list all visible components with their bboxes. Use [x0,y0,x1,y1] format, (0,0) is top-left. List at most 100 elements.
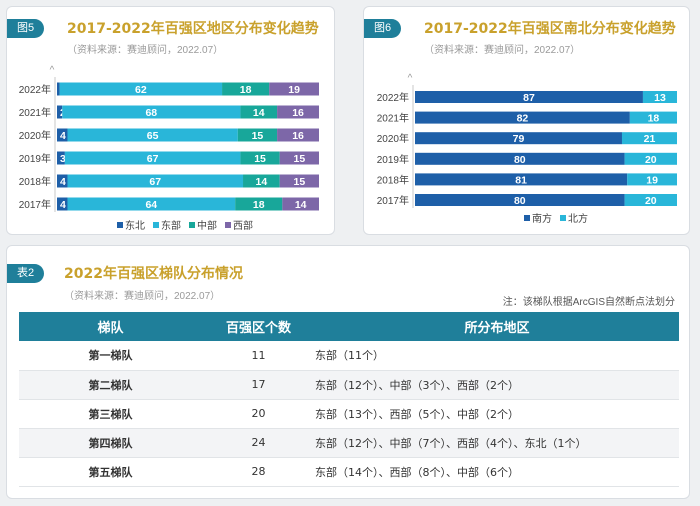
y-tick-label: 2022年 [19,83,51,96]
table2-source: （资料来源：赛迪顾问，2022.07） [64,291,221,302]
bar-segment [277,128,319,142]
figure5-chart: ^2022年16218192021年26814162020年4651516201… [19,65,319,232]
data-label: 81 [515,174,527,186]
legend-label: 北方 [568,212,588,225]
bar-segment [235,197,283,211]
bar-segment [67,197,236,211]
data-label: 15 [252,130,264,142]
data-label: 68 [145,107,157,119]
bar-segment [57,174,68,188]
data-label: 80 [514,195,526,207]
figure5-badge: 图5 [7,19,45,38]
bar-segment [629,111,677,124]
table-row: 第三梯队 20 东部（13个）、西部（5个）、中部（2个） [19,399,679,429]
data-label: 15 [294,176,306,188]
count-cell: 17 [202,370,315,400]
data-label: 65 [147,130,159,142]
data-label: 15 [294,153,306,165]
table2-note: 注：该梯队根据ArcGIS自然断点法划分 [502,297,675,308]
bar-segment [415,173,628,186]
legend-swatch [560,215,566,221]
y-tick-label: 2019年 [377,153,409,166]
table2-badge: 表2 [7,264,45,283]
table-header-row: 梯队 百强区个数 所分布地区 [19,312,679,341]
data-label: 14 [256,176,268,188]
tier-cell: 第五梯队 [19,457,202,487]
bar-segment [642,91,677,103]
figure6-badge: 图6 [364,19,402,38]
bar-segment [57,197,68,211]
figure5-card: 图5 2017-2022年百强区地区分布变化趋势 （资料来源：赛迪顾问，2022… [6,6,335,235]
legend-label: 南方 [532,212,552,225]
legend-label: 东部 [161,219,181,232]
legend-swatch [225,222,231,228]
bar-segment [282,197,319,211]
header-regions: 所分布地区 [315,312,679,341]
data-label: 4 [60,176,66,188]
bar-segment [415,111,630,124]
table2-card: 表2 2022年百强区梯队分布情况 （资料来源：赛迪顾问，2022.07） 注：… [6,245,690,499]
regions-cell: 东部（13个）、西部（5个）、中部（2个） [315,399,679,429]
bar-segment [621,132,677,145]
bar-segment [243,174,280,188]
y-tick-label: 2021年 [19,106,51,119]
header-tier: 梯队 [19,312,202,341]
figure5-title: 2017-2022年百强区地区分布变化趋势 [67,21,319,37]
bar-segment [240,105,278,119]
data-label: 80 [514,154,526,166]
bar-segment [240,151,280,165]
bar-segment [624,152,677,165]
figure6-title: 2017-2022年百强区南北分布变化趋势 [424,21,676,37]
bar-segment [627,173,677,186]
y-tick-label: 2018年 [19,175,51,188]
bar-segment [279,174,319,188]
y-tick-label: 2021年 [377,112,409,125]
data-label: 14 [295,199,307,211]
y-tick-label: 2020年 [19,129,51,142]
figure6-source: （资料来源：赛迪顾问，2022.07） [424,45,581,56]
y-tick-label: 2018年 [377,173,409,186]
bar-segment [67,174,244,188]
bar-segment [62,105,241,119]
legend-swatch [524,215,530,221]
legend-swatch [153,222,159,228]
count-cell: 20 [202,399,315,429]
bar-segment [57,128,68,142]
bar-segment [67,128,238,142]
bar-segment [415,91,643,103]
data-label: 79 [513,133,525,145]
regions-cell: 东部（12个）、中部（7个）、西部（4个）、东北（1个） [315,428,679,458]
bar-segment [415,152,625,165]
data-label: 67 [147,153,159,165]
bar-segment [59,82,223,96]
legend-swatch [117,222,123,228]
y-tick-label: 2017年 [377,194,409,207]
regions-cell: 东部（11个） [315,341,679,371]
data-label: 82 [517,113,529,125]
data-label: 67 [149,176,161,188]
data-label: 4 [60,199,66,211]
bar-segment [57,82,60,96]
table2-title: 2022年百强区梯队分布情况 [64,266,243,282]
count-cell: 11 [202,341,315,371]
tier-cell: 第三梯队 [19,399,202,429]
data-label: 18 [240,84,252,96]
tier-cell: 第一梯队 [19,341,202,371]
data-label: 4 [60,130,66,142]
count-cell: 28 [202,457,315,487]
data-label: 21 [644,133,656,145]
data-label: 13 [654,92,666,104]
y-axis-arrow: ^ [50,65,55,76]
header-count: 百强区个数 [202,312,315,341]
y-tick-label: 2019年 [19,152,51,165]
table-row: 第二梯队 17 东部（12个）、中部（3个）、西部（2个） [19,370,679,400]
bar-segment [277,105,319,119]
y-tick-label: 2022年 [377,91,409,104]
bar-segment [415,194,625,206]
regions-cell: 东部（12个）、中部（3个）、西部（2个） [315,370,679,400]
bar-segment [64,151,241,165]
legend-label: 东北 [125,219,145,232]
table-row: 第四梯队 24 东部（12个）、中部（7个）、西部（4个）、东北（1个） [19,428,679,458]
data-label: 16 [292,130,304,142]
